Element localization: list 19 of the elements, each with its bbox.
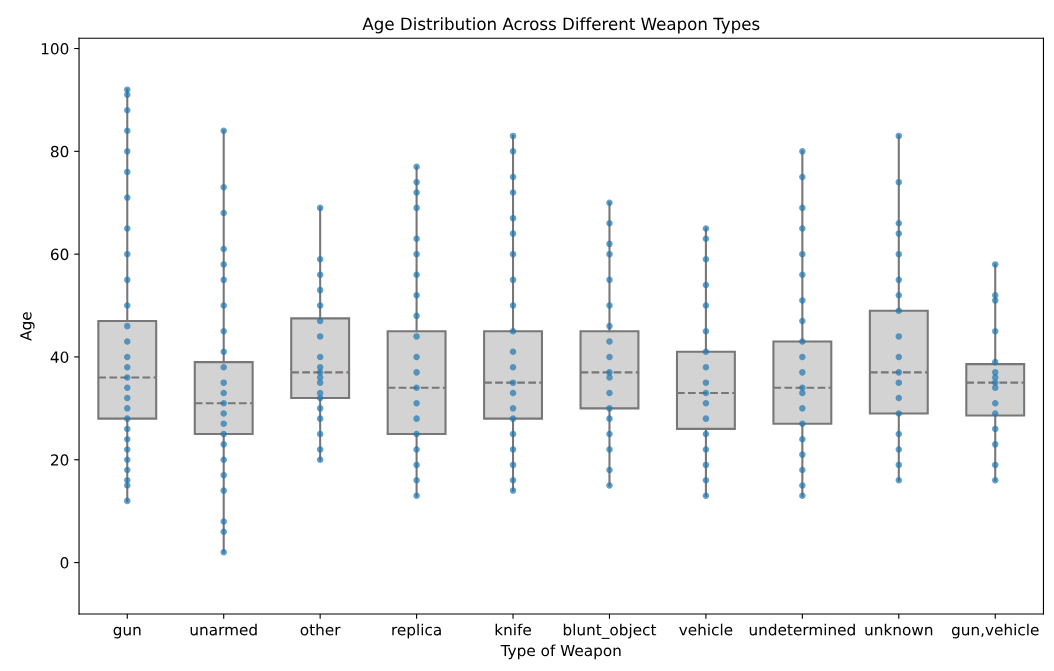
y-tick-label: 40 — [50, 351, 69, 363]
x-tick-label: gun,vehicle — [951, 623, 1039, 639]
x-tick-label: gun — [113, 626, 141, 639]
x-tick-label: replica — [392, 623, 441, 639]
y-tick-label: 20 — [51, 454, 69, 466]
x-tick-label: blunt_object — [563, 623, 657, 639]
x-tick-label: unknown — [865, 623, 933, 636]
chart-title: Age Distribution Across Different Weapon Types — [362, 17, 760, 34]
y-tick-label: 0 — [60, 557, 69, 569]
x-tick-label: unarmed — [190, 623, 257, 636]
x-tick-label: vehicle — [679, 623, 733, 636]
y-tick-label: 60 — [50, 248, 69, 261]
y-axis-title: Age — [20, 312, 35, 341]
x-axis-title: Type of Weapon — [500, 644, 621, 660]
y-tick-label: 100 — [41, 42, 69, 55]
x-tick-label: knife — [495, 623, 531, 636]
x-tick-label: undetermined — [749, 623, 855, 636]
y-tick-label: 80 — [50, 145, 69, 158]
x-tick-label: other — [300, 623, 341, 636]
